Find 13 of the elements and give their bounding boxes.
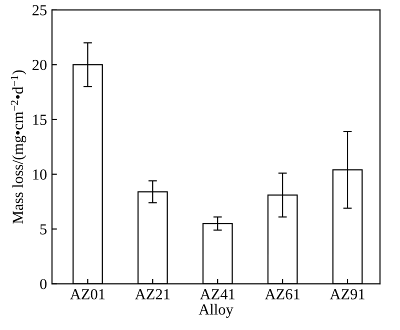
- x-tick-label: AZ21: [135, 289, 170, 300]
- y-tick-label: 10: [33, 169, 47, 180]
- y-tick-label: 5: [40, 224, 47, 234]
- x-tick-label: AZ61: [264, 289, 300, 300]
- x-tick-label: AZ91: [330, 289, 364, 300]
- x-axis-title: Alloy: [198, 304, 234, 318]
- y-tick-label: 25: [32, 5, 47, 16]
- x-tick-label: AZ01: [70, 289, 105, 300]
- y-tick-label: 0: [40, 278, 47, 290]
- x-tick-label: AZ41: [200, 289, 235, 300]
- y-tick-label: 15: [33, 114, 47, 125]
- y-tick-label: 20: [32, 60, 47, 70]
- y-axis-title: Mass loss/(mg•cm$^{−2}$•d$^{−1}$): [10, 70, 26, 224]
